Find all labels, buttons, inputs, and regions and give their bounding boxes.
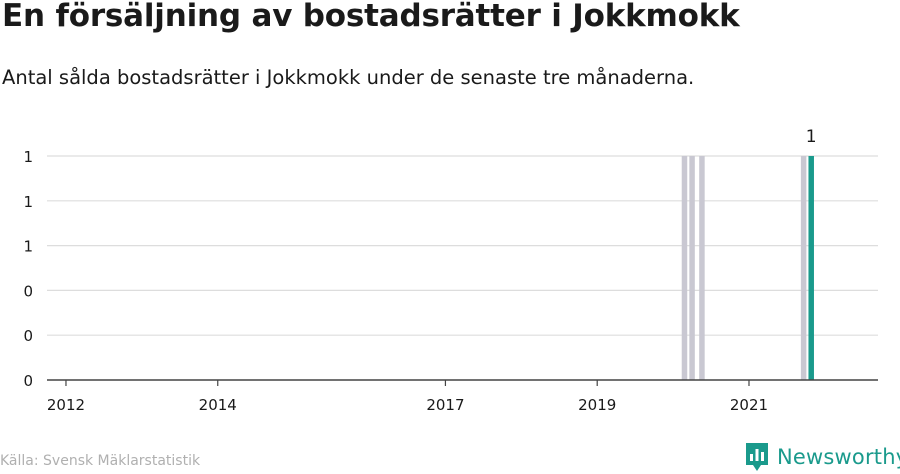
y-tick-label: 0: [23, 372, 33, 390]
y-tick-label: 1: [23, 148, 33, 166]
x-tick-label: 2017: [426, 396, 464, 414]
brand-logo[interactable]: Newsworthy: [744, 441, 900, 473]
chart-title: En försäljning av bostadsrätter i Jokkmo…: [2, 0, 740, 34]
source-note: Källa: Svensk Mäklarstatistik: [0, 453, 201, 469]
x-tick-label: 2014: [199, 396, 237, 414]
bar-highlight: [808, 156, 814, 380]
chart-subtitle: Antal sålda bostadsrätter i Jokkmokk und…: [2, 66, 695, 89]
bar-chart: 0 0 0 1 1 1 1 2012 2014 2017 2019 2021: [23, 127, 878, 414]
bar: [800, 156, 807, 380]
bar: [681, 156, 688, 380]
y-tick-label: 1: [23, 193, 33, 211]
bar-data-label: 1: [806, 127, 817, 147]
y-tick-label: 0: [23, 327, 33, 345]
x-tick-label: 2012: [47, 396, 85, 414]
bar: [699, 156, 705, 380]
newsworthy-logo-icon: [746, 443, 768, 471]
x-tick-label: 2019: [578, 396, 616, 414]
x-tick-label: 2021: [730, 396, 768, 414]
y-tick-label: 0: [23, 282, 33, 300]
bar: [689, 156, 695, 380]
brand-name: Newsworthy: [777, 445, 900, 469]
y-tick-label: 1: [23, 238, 33, 256]
